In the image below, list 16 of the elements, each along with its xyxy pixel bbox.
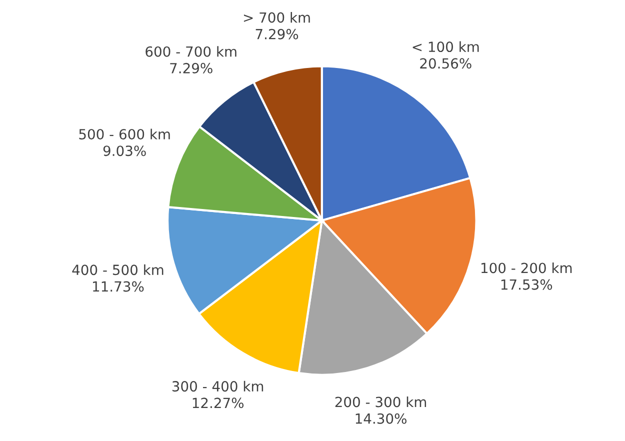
data-label: 7.29% — [170, 62, 212, 74]
slice-label: 400 - 500 km — [72, 264, 164, 276]
data-label: 17.53% — [501, 279, 552, 290]
slice-label: 600 - 700 km — [146, 46, 236, 57]
slice-label: < 100 km — [412, 41, 479, 52]
data-label: 11.73% — [93, 281, 144, 292]
slice-label: 300 - 400 km — [172, 380, 264, 392]
slice-label: 100 - 200 km — [481, 262, 572, 274]
slice-label: 500 - 600 km — [79, 128, 170, 140]
data-label: 12.27% — [192, 398, 244, 408]
data-label: 7.29% — [256, 28, 298, 40]
data-label: 9.03% — [103, 146, 146, 156]
slice-label: 200 - 300 km — [335, 396, 426, 408]
slice-label: > 700 km — [244, 12, 310, 23]
data-label: 14.30% — [356, 413, 406, 424]
data-label: 20.56% — [420, 58, 472, 69]
